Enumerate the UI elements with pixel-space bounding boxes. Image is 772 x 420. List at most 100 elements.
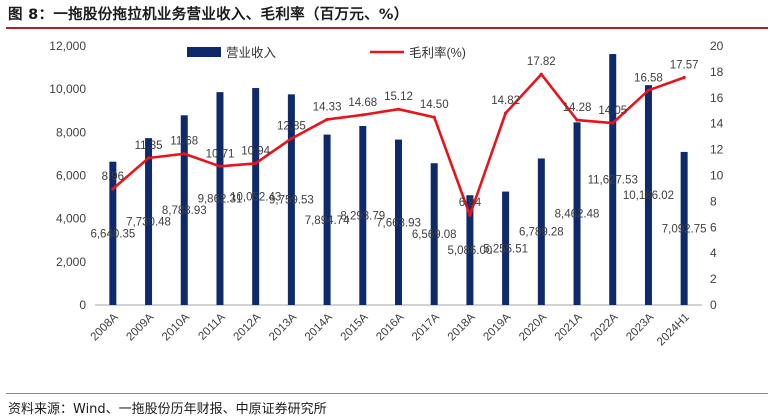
revenue-data-label: 6,640.35 [90, 228, 135, 240]
margin-point [646, 88, 651, 92]
legend-margin-label: 毛利率(%) [409, 45, 466, 60]
x-tick-label: 2016A [374, 311, 406, 343]
x-tick-label: 2023A [624, 311, 656, 343]
y-right-tick-label: 18 [710, 65, 724, 79]
revenue-data-label: 9,862.31 [198, 194, 243, 206]
margin-data-label: 11.68 [170, 136, 198, 148]
margin-data-label: 8.96 [102, 171, 124, 183]
revenue-bar [502, 191, 510, 305]
x-tick-label: 2024H1 [655, 311, 692, 348]
revenue-bar [287, 94, 295, 305]
revenue-bar [573, 122, 581, 305]
legend-revenue-label: 营业收入 [226, 46, 277, 60]
margin-data-label: 14.50 [420, 99, 449, 111]
margin-data-label: 14.05 [598, 105, 627, 117]
margin-data-label: 11.35 [135, 140, 163, 152]
y-right-tick-label: 0 [710, 298, 717, 312]
y-right-tick-label: 2 [710, 272, 717, 286]
margin-point [575, 118, 579, 122]
margin-point [254, 161, 258, 165]
x-tick-label: 2012A [231, 311, 263, 343]
margin-data-label: 16.58 [634, 72, 663, 84]
margin-point [361, 113, 365, 117]
margin-data-label: 14.82 [491, 95, 520, 107]
x-tick-label: 2022A [589, 311, 621, 343]
revenue-bar [145, 138, 153, 305]
revenue-bar [680, 151, 688, 305]
revenue-data-label: 10,186.02 [623, 190, 674, 202]
x-tick-label: 2010A [160, 311, 192, 343]
y-left-tick-label: 12,000 [49, 39, 86, 53]
revenue-data-label: 7,894.74 [305, 215, 350, 227]
margin-point [218, 164, 222, 168]
margin-data-label: 17.82 [527, 56, 556, 68]
x-tick-label: 2009A [124, 311, 156, 343]
y-left-tick-label: 6,000 [56, 169, 86, 183]
margin-point [432, 115, 436, 119]
margin-data-label: 15.12 [384, 91, 413, 103]
margin-point [396, 107, 401, 111]
x-tick-label: 2018A [446, 311, 478, 343]
chart: 0 2,000 4,000 6,000 8,000 10,000 12,000 0 2 4 6 8 10… [49, 39, 724, 348]
y-right-tick-label: 16 [710, 91, 724, 105]
revenue-bar [109, 161, 117, 305]
y-left-tick-label: 4,000 [56, 212, 86, 226]
y-right-tick-label: 12 [710, 143, 724, 157]
revenue-bar [323, 134, 331, 305]
y-right-tick-label: 14 [710, 117, 724, 131]
margin-data-label: 12.85 [277, 121, 306, 133]
margin-point [539, 72, 543, 76]
x-tick-label: 2017A [410, 311, 442, 343]
margin-point [111, 187, 115, 191]
x-tick-label: 2008A [89, 311, 121, 343]
y-left-tick-label: 0 [79, 298, 86, 312]
revenue-data-label: 8,462.48 [555, 209, 600, 221]
x-tick-label: 2015A [339, 311, 371, 343]
top-rule [6, 27, 768, 29]
revenue-data-label: 10,052.43 [230, 192, 281, 204]
revenue-data-label: 8,293.79 [340, 210, 385, 222]
margin-line [111, 72, 686, 217]
y-right-tick-label: 6 [710, 220, 717, 234]
y-right-tick-label: 20 [710, 39, 724, 53]
revenue-data-label: 7,092.75 [662, 223, 707, 235]
margin-point [289, 136, 293, 141]
x-tick-label: 2020A [517, 311, 549, 343]
revenue-bar [180, 115, 188, 305]
x-tick-label: 2011A [196, 311, 228, 343]
margin-point [325, 117, 329, 122]
x-tick-label: 2021A [553, 311, 585, 343]
revenue-bar [216, 92, 224, 305]
margin-point [504, 111, 508, 115]
source-note: 资料来源：Wind、一拖股份历年财报、中原证券研究所 [8, 402, 327, 417]
revenue-bar [359, 125, 367, 305]
bottom-rule [6, 393, 768, 394]
revenue-bar [644, 85, 652, 305]
margin-point [611, 121, 615, 125]
margin-point [182, 152, 186, 156]
y-left-tick-label: 10,000 [49, 82, 86, 96]
revenue-data-label: 5,086.00 [448, 245, 493, 257]
revenue-data-label: 6,569.08 [412, 229, 457, 241]
revenue-data-label: 7,663.93 [376, 217, 421, 229]
data-labels: 8.96 11.35 11.68 10.71 10.94 12.85 14.33 14.68 1… [90, 56, 706, 257]
margin-data-label: 14.68 [348, 97, 377, 109]
revenue-data-label: 9,759.53 [269, 195, 314, 207]
y-right-tick-label: 8 [710, 194, 717, 208]
revenue-bar [395, 139, 402, 305]
margin-point [468, 213, 472, 217]
revenue-data-label: 7,730.48 [126, 217, 171, 229]
legend-revenue-swatch [187, 47, 221, 57]
x-tick-label: 2019A [481, 311, 513, 343]
margin-point [146, 156, 151, 160]
y-right-tick-label: 4 [710, 246, 717, 260]
margin-data-label: 10.71 [206, 148, 235, 160]
margin-point [682, 75, 686, 80]
revenue-bar [537, 158, 545, 305]
margin-data-label: 6.94 [459, 197, 482, 209]
x-tick-label: 2014A [303, 311, 335, 343]
margin-data-label: 14.33 [313, 101, 342, 113]
figure-header: 图 8：一拖股份拖拉机业务营业收入、毛利率（百万元、%） [0, 0, 772, 28]
revenue-bar [466, 195, 474, 305]
revenue-bar [252, 88, 260, 305]
